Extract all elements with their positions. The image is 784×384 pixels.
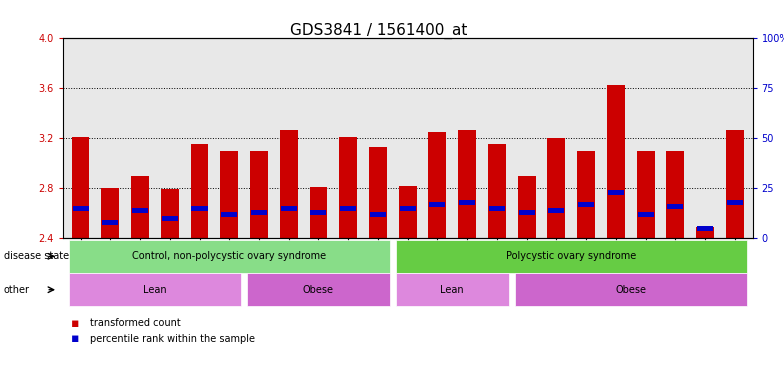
Text: Lean: Lean bbox=[143, 285, 167, 295]
Bar bbox=[458, 129, 476, 238]
Bar bbox=[517, 175, 535, 238]
Text: Obese: Obese bbox=[615, 285, 646, 295]
Bar bbox=[131, 175, 149, 238]
Bar bbox=[162, 215, 178, 220]
Bar bbox=[578, 202, 594, 207]
Text: disease state: disease state bbox=[4, 251, 69, 262]
Bar bbox=[71, 137, 89, 238]
Text: Control, non-polycystic ovary syndrome: Control, non-polycystic ovary syndrome bbox=[132, 251, 326, 262]
Bar bbox=[637, 212, 654, 217]
Bar bbox=[607, 84, 625, 238]
Bar bbox=[310, 210, 326, 215]
Bar bbox=[608, 190, 624, 195]
Bar bbox=[73, 205, 89, 210]
Text: Obese: Obese bbox=[303, 285, 334, 295]
Bar bbox=[547, 138, 565, 238]
Text: transformed count: transformed count bbox=[90, 318, 181, 328]
Bar bbox=[370, 212, 386, 217]
Bar bbox=[220, 151, 238, 238]
Text: ▪: ▪ bbox=[71, 317, 79, 330]
Text: Polycystic ovary syndrome: Polycystic ovary syndrome bbox=[506, 251, 637, 262]
Bar bbox=[637, 151, 655, 238]
Bar bbox=[102, 220, 118, 225]
Text: percentile rank within the sample: percentile rank within the sample bbox=[90, 334, 255, 344]
Text: other: other bbox=[4, 285, 30, 295]
Bar bbox=[132, 208, 148, 213]
Bar bbox=[101, 188, 119, 238]
Text: ▪: ▪ bbox=[71, 332, 79, 345]
Text: GDS3841 / 1561400_at: GDS3841 / 1561400_at bbox=[290, 23, 467, 39]
Bar bbox=[399, 185, 416, 238]
Bar bbox=[340, 205, 356, 210]
Bar bbox=[696, 227, 714, 238]
Bar bbox=[191, 205, 208, 210]
Bar bbox=[697, 225, 713, 230]
Bar bbox=[281, 205, 297, 210]
Bar bbox=[430, 202, 445, 207]
Bar bbox=[667, 204, 684, 209]
Bar bbox=[191, 144, 209, 238]
Bar bbox=[577, 151, 595, 238]
Bar bbox=[161, 189, 179, 238]
Bar bbox=[666, 151, 684, 238]
Bar bbox=[459, 200, 475, 205]
Bar bbox=[400, 205, 416, 210]
Bar bbox=[369, 147, 387, 238]
Bar bbox=[280, 129, 298, 238]
Text: Lean: Lean bbox=[441, 285, 464, 295]
Bar bbox=[726, 129, 744, 238]
Bar bbox=[518, 210, 535, 215]
Bar bbox=[727, 200, 742, 205]
Bar bbox=[489, 205, 505, 210]
Bar bbox=[339, 137, 358, 238]
Bar bbox=[429, 132, 446, 238]
Bar bbox=[251, 210, 267, 215]
Bar bbox=[250, 151, 268, 238]
Bar bbox=[310, 187, 328, 238]
Bar bbox=[221, 212, 238, 217]
Bar bbox=[488, 144, 506, 238]
Bar bbox=[548, 208, 564, 213]
